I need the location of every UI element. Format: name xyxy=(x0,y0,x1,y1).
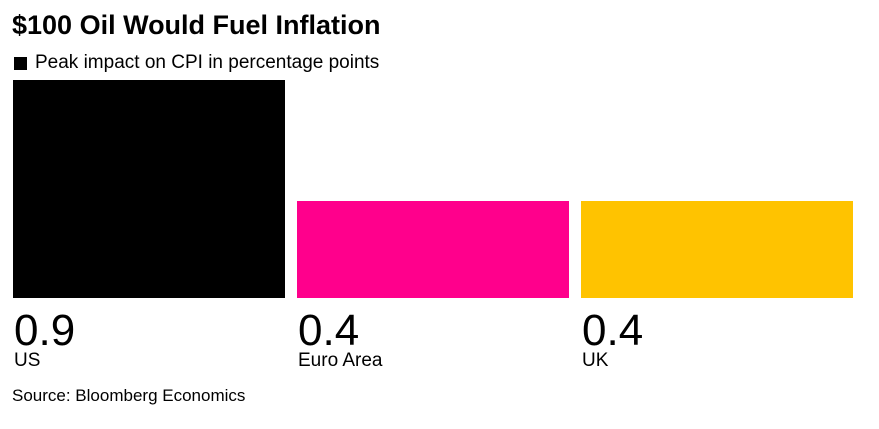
bar-uk xyxy=(581,201,853,298)
category-label: UK xyxy=(582,350,609,371)
bar-euro-area xyxy=(297,201,569,298)
legend-label: Peak impact on CPI in percentage points xyxy=(35,52,380,73)
legend-swatch xyxy=(14,56,27,70)
category-label: US xyxy=(14,350,41,371)
value-label: 0.4 xyxy=(582,306,644,355)
value-label: 0.9 xyxy=(14,306,76,355)
legend: Peak impact on CPI in percentage points xyxy=(14,52,379,74)
bar-us xyxy=(13,80,285,298)
source-note: Source: Bloomberg Economics xyxy=(12,386,246,405)
chart-title: $100 Oil Would Fuel Inflation xyxy=(12,10,381,40)
category-label: Euro Area xyxy=(298,350,383,371)
value-label: 0.4 xyxy=(298,306,360,355)
